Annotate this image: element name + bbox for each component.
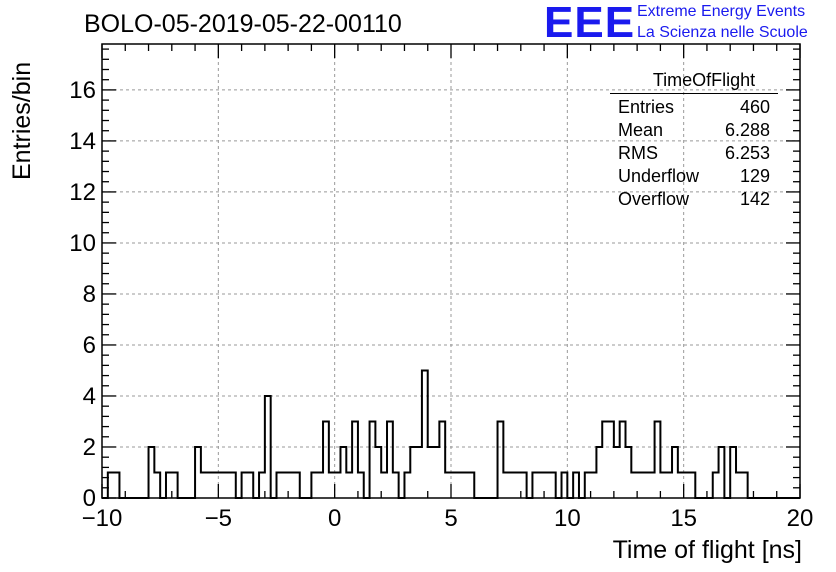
- x-tick-label: 0: [328, 505, 341, 532]
- histogram-bin: [288, 472, 294, 498]
- histogram-bin: [416, 447, 422, 498]
- histogram-bin: [201, 472, 207, 498]
- histogram-bin: [329, 472, 335, 498]
- stats-label: Overflow: [618, 189, 690, 209]
- histogram-bin: [381, 472, 387, 498]
- x-tick-label: 5: [444, 505, 457, 532]
- stats-label: Mean: [618, 120, 664, 140]
- stats-row-entries: Entries 460: [610, 96, 778, 119]
- y-tick-label: 10: [69, 230, 96, 257]
- y-tick-label: 0: [83, 485, 96, 512]
- x-tick-label: 15: [670, 505, 697, 532]
- histogram-bin: [224, 472, 230, 498]
- y-tick-label: 12: [69, 179, 96, 206]
- eee-logo: EEE: [544, 0, 636, 47]
- axis-ticks: [101, 44, 801, 499]
- histogram-bin: [666, 472, 672, 498]
- stats-row-mean: Mean 6.288: [610, 119, 778, 142]
- y-tick-label: 14: [69, 128, 96, 155]
- stats-label: Underflow: [618, 166, 700, 186]
- histogram-bin: [457, 472, 463, 498]
- stats-label: Entries: [618, 97, 675, 117]
- stats-title: TimeOfFlight: [652, 70, 756, 90]
- histogram-bin: [213, 472, 219, 498]
- y-tick-label: 16: [69, 77, 96, 104]
- histogram-bin: [736, 472, 742, 498]
- stats-value: 6.253: [724, 143, 770, 163]
- chart-title: BOLO-05-2019-05-22-00110: [84, 10, 402, 38]
- y-axis-label: Entries/bin: [8, 61, 36, 180]
- stats-divider: [610, 93, 778, 94]
- histogram-bin: [631, 472, 637, 498]
- histogram-bin: [643, 472, 649, 498]
- histogram-bin: [649, 472, 655, 498]
- y-tick-label: 8: [83, 281, 96, 308]
- y-tick-label: 2: [83, 434, 96, 461]
- histogram-bars: [102, 369, 800, 499]
- x-axis-label: Time of flight [ns]: [612, 536, 802, 564]
- histogram-bin: [428, 447, 434, 498]
- grid-lines: [102, 44, 800, 498]
- histogram-bin: [509, 472, 515, 498]
- histogram-step-line: [102, 369, 800, 499]
- stats-row-underflow: Underflow 129: [610, 165, 778, 188]
- histogram-bin: [207, 472, 213, 498]
- histogram-bin: [346, 472, 352, 498]
- histogram-bin: [614, 447, 620, 498]
- histogram-bin: [660, 472, 666, 498]
- x-tick-label: −10: [82, 505, 123, 532]
- histogram-bin: [684, 472, 690, 498]
- x-tick-label: −5: [205, 505, 232, 532]
- stats-value: 6.288: [724, 120, 770, 140]
- stats-value: 129: [739, 166, 770, 186]
- x-tick-label: 10: [554, 505, 581, 532]
- histogram-bin: [591, 472, 597, 498]
- histogram-bin: [463, 472, 469, 498]
- x-tick-label: 20: [787, 505, 814, 532]
- histogram-bin: [451, 472, 457, 498]
- histogram-bin: [538, 472, 544, 498]
- histogram-bin: [282, 472, 288, 498]
- histogram-bin: [445, 472, 451, 498]
- y-tick-label: 4: [83, 383, 96, 410]
- histogram-bin: [637, 472, 643, 498]
- histogram-bin: [218, 472, 224, 498]
- stats-row-overflow: Overflow 142: [610, 188, 778, 211]
- stats-box: TimeOfFlight Entries 460 Mean 6.288 RMS …: [610, 70, 778, 211]
- histogram-bin: [544, 472, 550, 498]
- histogram-bin: [335, 472, 341, 498]
- histogram-bin: [503, 472, 509, 498]
- tick-labels: −10 −5 0 5 10 15 20 0 2 4 6 8 10 12 14 16: [69, 77, 813, 532]
- logo-subtitle-line1: Extreme Energy Events: [637, 3, 806, 20]
- histogram-bin: [678, 472, 684, 498]
- histogram-bin: [515, 472, 521, 498]
- stats-row-rms: RMS 6.253: [610, 142, 778, 165]
- logo-subtitle-line2: La Scienza nelle Scuole: [637, 24, 808, 41]
- stats-value: 460: [739, 97, 770, 117]
- stats-label: RMS: [618, 143, 658, 163]
- histogram-bin: [434, 447, 440, 498]
- y-tick-label: 6: [83, 332, 96, 359]
- stats-value: 142: [739, 189, 770, 209]
- histogram-bin: [317, 472, 323, 498]
